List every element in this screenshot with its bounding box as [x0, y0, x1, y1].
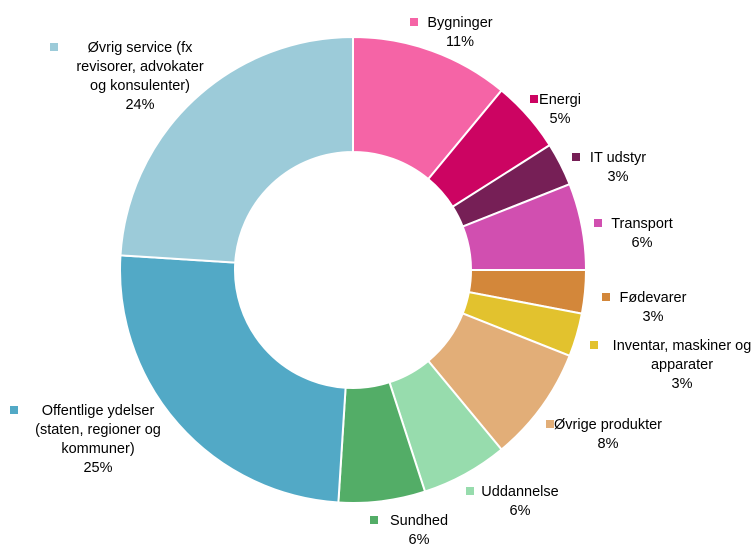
slice-value-label: 6%	[409, 532, 430, 547]
slice-value-label: 8%	[598, 436, 619, 452]
slice-label-text: kommuner)	[61, 441, 134, 457]
slice-value-label: 3%	[672, 376, 693, 392]
donut-slice-11	[119, 35, 354, 264]
label-marker-5	[602, 293, 610, 301]
slice-value-label: 3%	[643, 309, 664, 325]
label-marker-7	[546, 420, 554, 428]
slice-label-11: Øvrig service (fx revisorer, advokater og …	[50, 40, 204, 113]
slice-label-1: Bygninger 11%	[410, 15, 493, 50]
slice-label-text: Fødevarer	[620, 290, 687, 306]
slice-label-text: Øvrig service (fx	[88, 40, 193, 56]
slice-value-label: 3%	[608, 169, 629, 185]
slice-label-text: IT udstyr	[590, 150, 646, 166]
slice-label-3: IT udstyr 3%	[572, 150, 646, 185]
label-marker-11	[50, 43, 58, 51]
slice-label-text: Inventar, maskiner og	[613, 338, 752, 354]
slice-label-6: Inventar, maskiner og apparater 3%	[590, 338, 751, 392]
slice-label-text: og konsulenter)	[90, 78, 190, 94]
label-marker-3	[572, 153, 580, 161]
slice-label-2: Energi 5%	[530, 92, 581, 127]
label-marker-2	[530, 95, 538, 103]
slice-label-text: revisorer, advokater	[76, 59, 204, 75]
label-marker-8	[466, 487, 474, 495]
slice-label-9: Sundhed 6%	[370, 513, 448, 548]
slice-label-text: Transport	[611, 216, 673, 232]
slice-label-text: Offentlige ydelser	[42, 403, 155, 419]
label-marker-4	[594, 219, 602, 227]
slice-label-4: Transport 6%	[594, 216, 673, 251]
label-marker-1	[410, 18, 418, 26]
slice-value-label: 25%	[83, 460, 112, 476]
slice-label-text: Uddannelse	[481, 484, 558, 500]
label-marker-6	[590, 341, 598, 349]
slice-value-label: 11%	[446, 34, 474, 50]
slice-label-text: Energi	[539, 92, 581, 108]
slice-label-5: Fødevarer 3%	[602, 290, 687, 325]
donut-slice-10	[119, 254, 347, 504]
label-marker-10	[10, 406, 18, 414]
slice-label-8: Uddannelse 6%	[466, 484, 559, 519]
slice-label-text: Sundhed	[390, 513, 448, 529]
slice-label-text: Bygninger	[427, 15, 492, 31]
slice-label-text: (staten, regioner og	[35, 422, 161, 438]
slice-value-label: 6%	[632, 235, 653, 251]
label-marker-9	[370, 516, 378, 524]
slice-label-text: Øvrige produkter	[554, 417, 662, 433]
slice-value-label: 6%	[510, 503, 531, 519]
slice-value-label: 24%	[125, 97, 154, 113]
slice-label-7: Øvrige produkter 8%	[546, 417, 662, 452]
slice-value-label: 5%	[550, 111, 571, 127]
slice-label-text: apparater	[651, 357, 713, 373]
slice-label-10: Offentlige ydelser (staten, regioner og ko…	[10, 403, 161, 476]
